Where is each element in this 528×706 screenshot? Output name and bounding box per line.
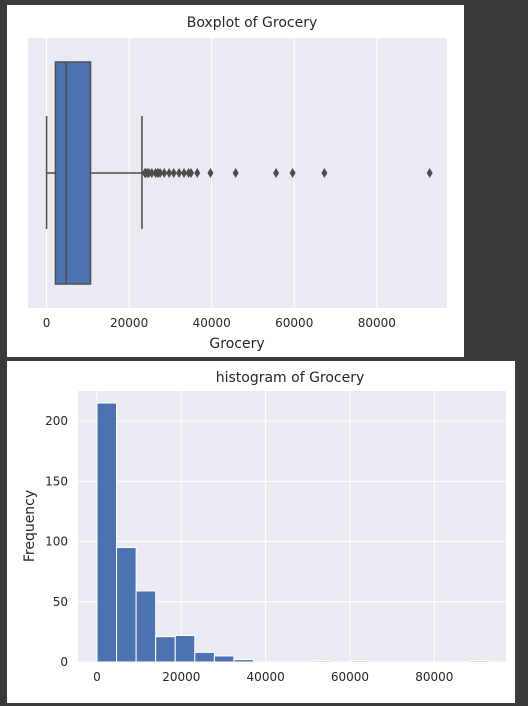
histogram-x-tick-label: 20000 [162,670,200,684]
boxplot-outlier [273,168,280,178]
boxplot-outlier [170,168,177,178]
boxplot-outlier [188,168,195,178]
boxplot-x-axis-label: Grocery [209,336,264,352]
boxplot-marks [45,61,433,285]
boxplot-outlier [321,168,328,178]
boxplot-outlier [232,168,239,178]
histogram-bar [135,590,157,663]
histogram-bar [194,651,215,663]
histogram-y-tick-label: 50 [53,595,68,609]
boxplot-outlier [157,168,164,178]
boxplot-x-tick-label: 80000 [358,316,396,330]
histogram-bar [311,660,333,663]
histogram-x-tick-label: 0 [93,670,101,684]
boxplot-outlier [289,168,296,178]
histogram-title: histogram of Grocery [216,370,365,386]
histogram-bar [174,635,196,663]
histogram-y-tick-label: 150 [45,474,68,488]
histogram-x-tick-label: 40000 [247,670,285,684]
histogram-y-axis-label: Frequency [22,490,38,562]
boxplot-x-tick-label: 40000 [193,316,231,330]
boxplot-outlier [181,168,188,178]
boxplot-x-tick-label: 60000 [275,316,313,330]
histogram-y-tick-label: 100 [45,535,68,549]
boxplot-figure: Boxplot of Grocery 0 20000 40000 60000 80000… [7,5,464,357]
histogram-x-ticks: 0 20000 40000 60000 80000 [93,670,453,684]
histogram-chart: histogram of Grocery 0 20000 40000 60000 800… [22,370,506,684]
histogram-figure: histogram of Grocery 0 20000 40000 60000 800… [7,361,515,703]
histogram-bar [155,636,176,663]
histogram-bar [96,402,118,663]
boxplot-box [54,61,92,285]
histogram-bar [233,659,255,663]
boxplot-x-tick-label: 0 [43,316,51,330]
boxplot-outlier [176,168,183,178]
boxplot-outlier [207,168,214,178]
histogram-x-tick-label: 60000 [331,670,369,684]
boxplot-title: Boxplot of Grocery [187,15,317,31]
boxplot-outlier [426,168,433,178]
histogram-y-tick-label: 0 [60,655,68,669]
histogram-bar [213,655,235,663]
histogram-bars [96,402,489,663]
boxplot-outlier [194,168,201,178]
histogram-y-ticks: 0 50 100 150 200 [45,414,68,669]
boxplot-x-tick-label: 20000 [110,316,148,330]
histogram-bar [116,547,137,663]
boxplot-outlier [148,168,155,178]
boxplot-chart: Boxplot of Grocery 0 20000 40000 60000 80000… [28,15,447,352]
histogram-x-tick-label: 80000 [415,670,453,684]
histogram-bar [350,660,372,663]
boxplot-outlier [166,168,173,178]
boxplot-outlier [161,168,168,178]
histogram-bar [468,660,489,663]
boxplot-x-ticks: 0 20000 40000 60000 80000 [43,316,396,330]
histogram-y-tick-label: 200 [45,414,68,428]
